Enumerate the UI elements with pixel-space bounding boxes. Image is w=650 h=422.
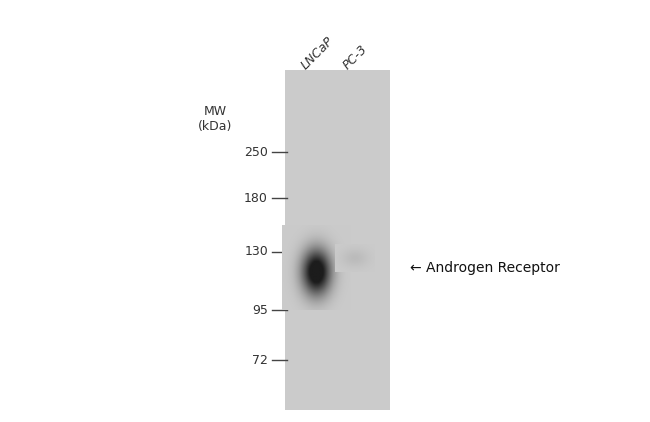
- Text: 180: 180: [244, 192, 268, 205]
- Bar: [285, 70, 390, 410]
- Text: 72: 72: [252, 354, 268, 366]
- Text: ← Androgen Receptor: ← Androgen Receptor: [410, 261, 560, 275]
- Text: 250: 250: [244, 146, 268, 159]
- Text: MW
(kDa): MW (kDa): [198, 105, 232, 133]
- Text: LNCaP: LNCaP: [299, 34, 337, 72]
- Text: 130: 130: [244, 246, 268, 259]
- Text: PC-3: PC-3: [341, 43, 370, 72]
- Text: 95: 95: [252, 303, 268, 316]
